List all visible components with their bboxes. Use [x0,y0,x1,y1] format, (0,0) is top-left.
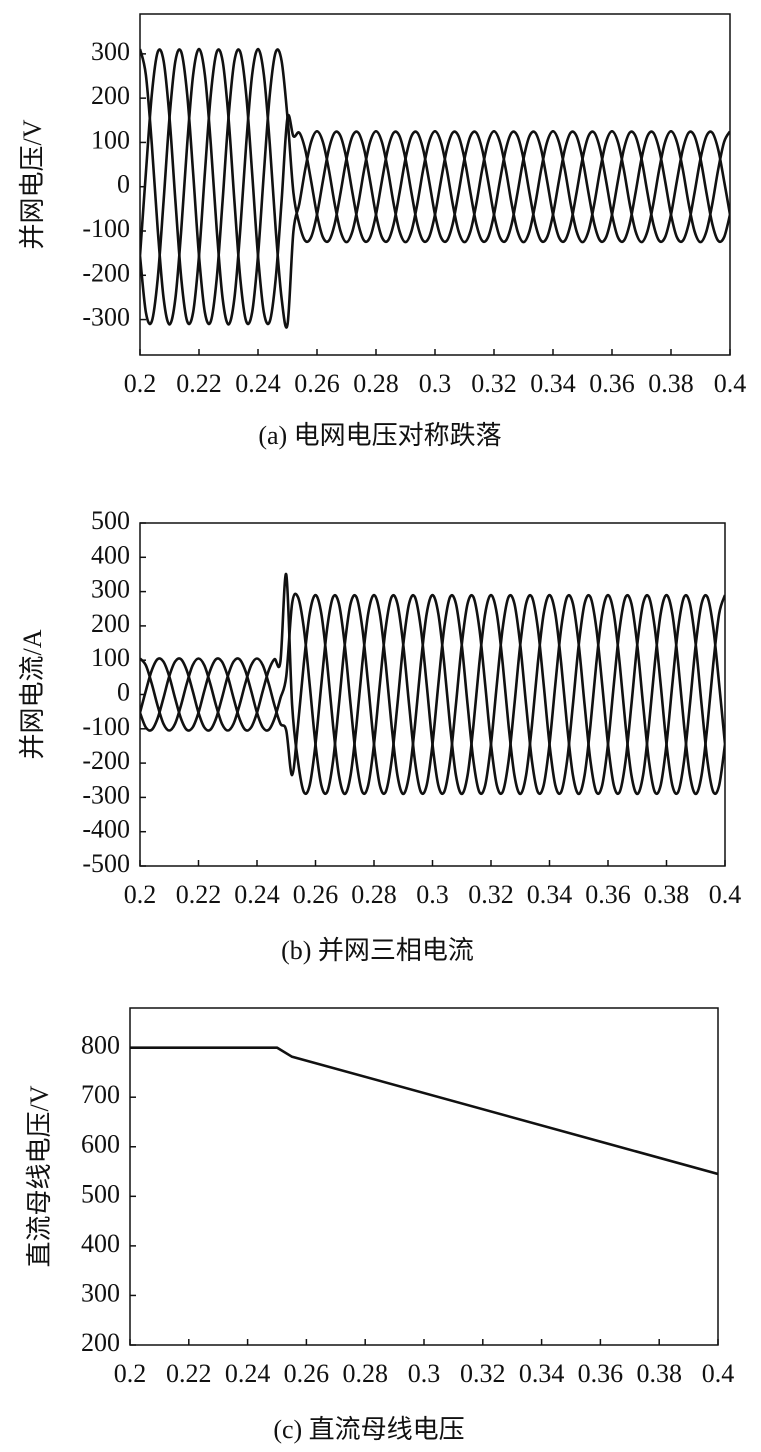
x-tick-label: 0.26 [293,880,339,909]
x-tick-label: 0.2 [114,1359,147,1388]
y-tick-label: -200 [82,746,130,775]
series-line [130,1046,718,1176]
x-tick-label: 0.34 [527,880,573,909]
y-tick-label: 500 [81,1179,120,1208]
x-tick-label: 0.2 [124,369,157,398]
y-tick-label: -400 [82,815,130,844]
plot-frame [139,13,731,356]
y-tick-label: 300 [91,37,130,66]
y-axis-title: 并网电压/V [18,119,47,249]
x-tick-label: 0.24 [234,880,280,909]
caption: (b) 并网三相电流 [281,936,474,965]
y-tick-label: 100 [91,643,130,672]
x-tick-label: 0.3 [416,880,449,909]
x-tick-label: 0.24 [225,1359,271,1388]
plot-frame [129,1007,719,1346]
y-axis-title: 直流母线电压/V [25,1085,54,1267]
y-axis-title: 并网电流/A [18,629,47,759]
series-line [140,48,730,326]
x-tick-label: 0.28 [353,369,399,398]
x-tick-label: 0.4 [714,369,747,398]
x-tick-label: 0.38 [648,369,694,398]
y-tick-label: 0 [117,677,130,706]
y-tick-label: -200 [82,258,130,287]
x-tick-label: 0.22 [176,880,222,909]
y-tick-label: 300 [81,1278,120,1307]
y-tick-label: 800 [81,1031,120,1060]
y-tick-label: -300 [82,303,130,332]
x-tick-label: 0.4 [702,1359,735,1388]
y-tick-label: 400 [91,540,130,569]
x-tick-label: 0.32 [468,880,514,909]
x-tick-label: 0.32 [471,369,517,398]
y-tick-label: 200 [91,609,130,638]
x-tick-label: 0.38 [636,1359,682,1388]
x-tick-label: 0.36 [578,1359,624,1388]
y-tick-label: 200 [91,81,130,110]
x-tick-label: 0.22 [176,369,222,398]
y-tick-label: 700 [81,1080,120,1109]
y-tick-label: 100 [91,125,130,154]
y-tick-label: 600 [81,1130,120,1159]
y-tick-label: -300 [82,780,130,809]
y-tick-label: -500 [82,849,130,878]
series-line [140,48,730,326]
x-tick-label: 0.3 [419,369,452,398]
y-tick-label: 200 [81,1328,120,1357]
y-tick-label: 300 [91,575,130,604]
x-tick-label: 0.36 [589,369,635,398]
x-tick-label: 0.36 [585,880,631,909]
x-tick-label: 0.3 [408,1359,441,1388]
x-tick-label: 0.28 [351,880,397,909]
series-line [140,592,725,796]
caption: (a) 电网电压对称跌落 [258,421,501,450]
x-tick-label: 0.28 [342,1359,388,1388]
plot-frame [139,522,726,867]
series-line [140,593,725,796]
series-line [140,47,730,329]
y-tick-label: 0 [117,170,130,199]
x-tick-label: 0.32 [460,1359,506,1388]
x-tick-label: 0.26 [294,369,340,398]
y-tick-label: 400 [81,1229,120,1258]
y-tick-label: -100 [82,712,130,741]
x-tick-label: 0.22 [166,1359,212,1388]
y-tick-label: -100 [82,214,130,243]
x-tick-label: 0.34 [530,369,576,398]
x-tick-label: 0.2 [124,880,157,909]
x-tick-label: 0.34 [519,1359,565,1388]
x-tick-label: 0.38 [644,880,690,909]
series-line [140,573,725,796]
caption: (c) 直流母线电压 [273,1415,464,1444]
x-tick-label: 0.24 [235,369,281,398]
x-tick-label: 0.26 [284,1359,330,1388]
y-tick-label: 500 [91,506,130,535]
x-tick-label: 0.4 [709,880,742,909]
